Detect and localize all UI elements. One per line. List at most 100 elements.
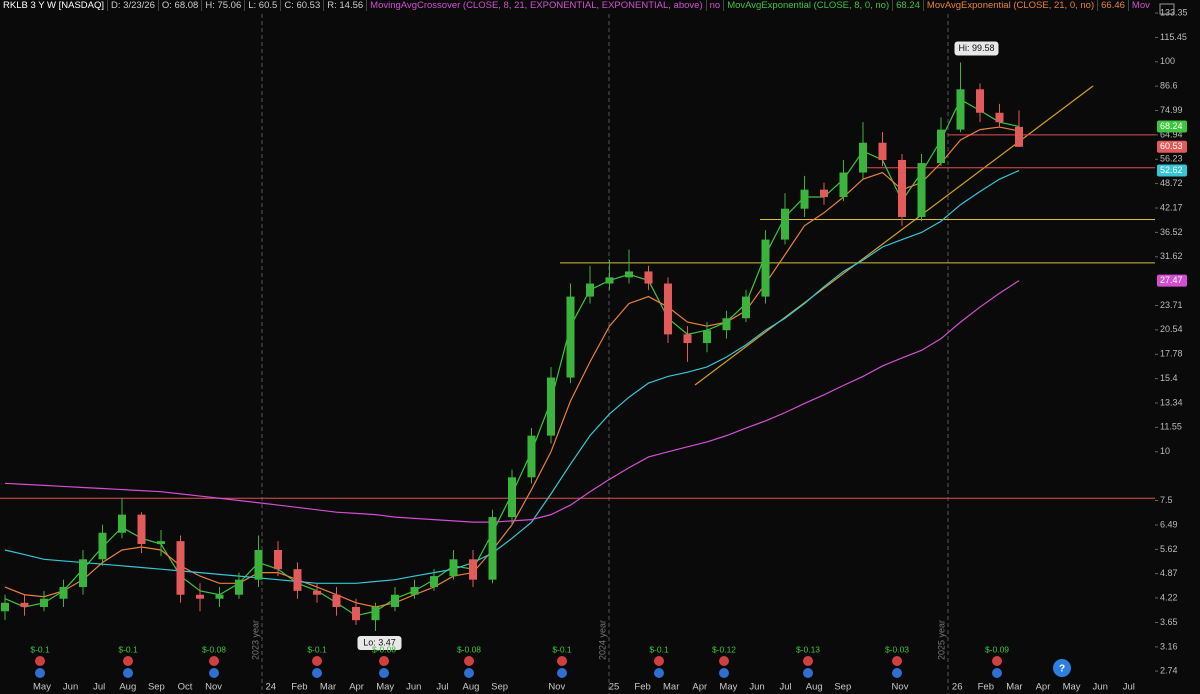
- ma-line: [4, 126, 1020, 608]
- dividend-icon: [557, 668, 567, 678]
- annotation: Lo: 3.47: [363, 637, 396, 647]
- x-tick-label: Jun: [406, 682, 421, 693]
- x-tick-label: Jul: [780, 682, 792, 693]
- header-item: C: 60.53: [281, 0, 325, 11]
- earnings-label: $-0.08: [457, 644, 481, 654]
- candle-body: [352, 606, 360, 621]
- price-badge: [1157, 164, 1187, 177]
- x-tick-label: 24: [266, 682, 277, 693]
- header-item: MovAvgExponential (CLOSE, 8, 0, no): [724, 0, 894, 11]
- earnings-label: $-0.09: [985, 644, 1009, 654]
- dividend-icon: [35, 668, 45, 678]
- x-tick-label: 25: [609, 682, 620, 693]
- earnings-label: $-0.1: [118, 644, 138, 654]
- candle-body: [820, 189, 828, 198]
- x-tick-label: May: [376, 682, 394, 693]
- earnings-label: $-0.1: [552, 644, 572, 654]
- dividend-icon: [123, 668, 133, 678]
- candle-body: [605, 277, 614, 284]
- earnings-icon: [123, 656, 133, 666]
- y-tick-label: 86.6: [1160, 81, 1178, 91]
- price-badge-label: 27.47: [1160, 275, 1183, 285]
- x-tick-label: Nov: [548, 682, 565, 693]
- x-tick-label: Mar: [1006, 682, 1022, 693]
- x-tick-label: Apr: [692, 682, 707, 693]
- settings-icon[interactable]: [1159, 3, 1175, 15]
- x-tick-label: 26: [952, 682, 963, 693]
- x-tick-label: Feb: [978, 682, 994, 693]
- header-item: 68.24: [893, 0, 924, 11]
- y-tick-label: 3.65: [1160, 617, 1178, 627]
- candle-body: [937, 129, 945, 164]
- help-button[interactable]: [1053, 659, 1071, 677]
- header-item: D: 3/23/26: [108, 0, 159, 11]
- y-tick-label: 4.22: [1160, 592, 1178, 602]
- earnings-icon: [654, 656, 664, 666]
- candle-body: [371, 606, 380, 621]
- dividend-icon: [992, 668, 1002, 678]
- candle-body: [20, 602, 29, 607]
- candle-body: [527, 435, 536, 478]
- candle-body: [761, 239, 770, 297]
- candle-body: [293, 569, 302, 591]
- y-tick-label: 42.17: [1160, 202, 1183, 212]
- candle-body: [176, 541, 185, 595]
- candle-body: [79, 559, 87, 588]
- x-tick-label: Sep: [148, 682, 165, 693]
- header-item: 66.46: [1098, 0, 1129, 11]
- header-item: RKLB 3 Y W [NASDAQ]: [0, 0, 109, 11]
- header-item: H: 75.06: [202, 0, 246, 11]
- y-tick-label: 17.78: [1160, 349, 1183, 359]
- header: RKLB 3 Y W [NASDAQ] D: 3/23/26 O: 68.08 H: …: [0, 0, 1150, 14]
- header-item: O: 68.08: [158, 0, 203, 11]
- candle-body: [781, 208, 789, 240]
- candle-body: [547, 377, 555, 436]
- y-tick-label: 15.4: [1160, 373, 1178, 383]
- annotation-box: [954, 41, 999, 56]
- trendline: [694, 85, 1094, 386]
- y-tick-label: 36.52: [1160, 227, 1183, 237]
- x-tick-label: Jun: [63, 682, 78, 693]
- price-badge: [1157, 274, 1187, 287]
- candle-body: [976, 89, 984, 113]
- candle-body: [469, 559, 477, 580]
- y-tick-label: 100: [1160, 56, 1175, 66]
- earnings-label: $-0.08: [372, 644, 396, 654]
- candle-body: [956, 89, 965, 130]
- year-label: 2024 year: [597, 620, 607, 660]
- price-badge: [1157, 120, 1187, 133]
- dividend-icon: [719, 668, 729, 678]
- candle-body: [254, 549, 263, 580]
- earnings-label: $-0.1: [307, 644, 327, 654]
- candle-body: [742, 296, 750, 319]
- candle-body: [898, 159, 906, 217]
- help-icon: ?: [1059, 664, 1065, 675]
- x-tick-label: Nov: [892, 682, 909, 693]
- dividend-icon: [892, 668, 902, 678]
- x-tick-label: Aug: [463, 682, 480, 693]
- candle-body: [644, 271, 653, 284]
- candle-body: [722, 318, 731, 331]
- candle-body: [586, 283, 594, 297]
- earnings-label: $-0.13: [796, 644, 820, 654]
- y-tick-label: 10: [1160, 446, 1170, 456]
- x-tick-label: Apr: [349, 682, 364, 693]
- x-tick-label: Jun: [749, 682, 764, 693]
- x-tick-label: Feb: [634, 682, 650, 693]
- annotation-box: [357, 636, 402, 651]
- axis-bg: [1155, 0, 1200, 694]
- x-tick-label: May: [33, 682, 51, 693]
- x-tick-label: Jul: [93, 682, 105, 693]
- candle-body: [703, 330, 711, 344]
- earnings-icon: [379, 656, 389, 666]
- y-tick-label: 31.62: [1160, 251, 1183, 261]
- candle-body: [878, 142, 887, 160]
- header-item: no: [706, 0, 725, 11]
- header-item: MovingAvgCrossover (CLOSE, 8, 21, EXPONE…: [367, 0, 707, 11]
- candle-body: [449, 559, 458, 577]
- earnings-icon: [557, 656, 567, 666]
- header-item: MovingAvgCrossover (CLOSE, 8, 21,...: [1128, 0, 1150, 11]
- y-tick-label: 23.71: [1160, 300, 1183, 310]
- y-tick-label: 48.72: [1160, 178, 1183, 188]
